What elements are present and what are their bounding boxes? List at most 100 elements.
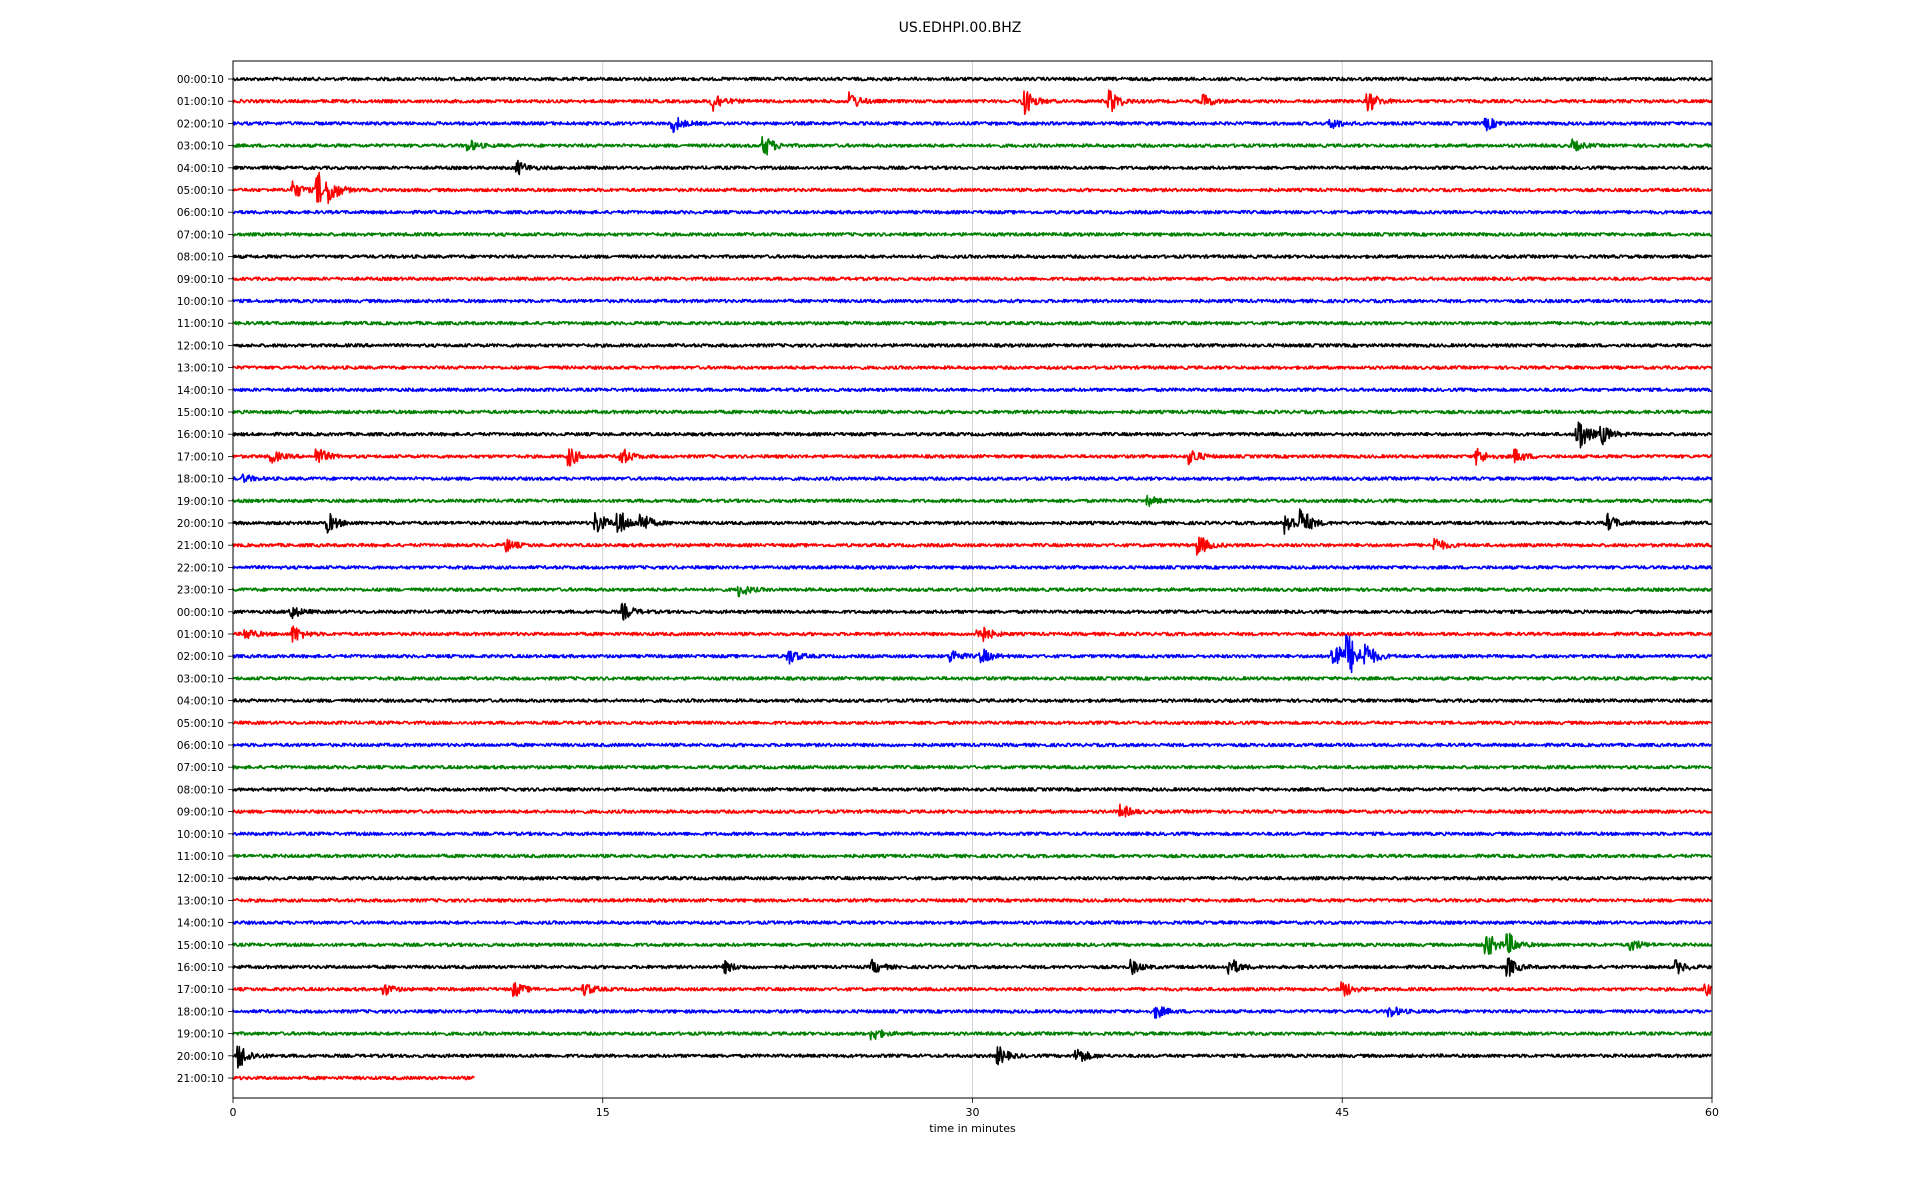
row-time-label: 09:00:10 xyxy=(177,807,224,819)
trace-row xyxy=(232,508,1712,535)
trace-row xyxy=(232,365,1713,370)
row-time-label: 09:00:10 xyxy=(177,274,224,286)
row-time-label: 03:00:10 xyxy=(177,141,224,153)
trace-row xyxy=(232,136,1712,156)
trace-row xyxy=(232,920,1712,925)
trace-row xyxy=(232,1075,475,1081)
row-time-label: 17:00:10 xyxy=(177,451,224,463)
row-time-label: 02:00:10 xyxy=(177,651,224,663)
trace-row xyxy=(232,602,1713,621)
trace-row xyxy=(232,676,1713,681)
row-time-label: 01:00:10 xyxy=(177,629,224,641)
trace-row xyxy=(232,276,1712,282)
row-time-label: 18:00:10 xyxy=(177,474,224,486)
row-time-label: 18:00:10 xyxy=(177,1006,224,1018)
row-time-label: 15:00:10 xyxy=(177,940,224,952)
trace-row xyxy=(232,803,1713,818)
row-time-label: 04:00:10 xyxy=(177,163,224,175)
trace-row xyxy=(232,209,1713,215)
row-time-label: 20:00:10 xyxy=(177,518,224,530)
trace-row xyxy=(232,831,1713,837)
trace-row xyxy=(232,720,1712,726)
trace-row xyxy=(232,409,1713,415)
trace-row xyxy=(232,536,1713,556)
row-time-label: 03:00:10 xyxy=(177,673,224,685)
axes xyxy=(228,60,1713,1103)
trace-row xyxy=(232,76,1713,82)
trace-row xyxy=(232,387,1712,393)
trace-row xyxy=(232,116,1713,134)
row-time-label: 11:00:10 xyxy=(177,318,224,330)
labels: 00:00:10 01:00:10 02:00:10 03:00:10 04:00:10… xyxy=(177,74,1719,1135)
trace-row xyxy=(232,159,1713,176)
trace-row xyxy=(232,1029,1712,1041)
row-time-label: 20:00:10 xyxy=(177,1051,224,1063)
row-time-label: 08:00:10 xyxy=(177,784,224,796)
row-time-label: 19:00:10 xyxy=(177,496,224,508)
trace-row xyxy=(232,698,1713,703)
row-time-label: 21:00:10 xyxy=(177,540,224,552)
trace-row xyxy=(232,764,1712,770)
row-time-label: 05:00:10 xyxy=(177,718,224,730)
row-time-label: 10:00:10 xyxy=(177,829,224,841)
x-tick-label: 60 xyxy=(1705,1106,1719,1119)
row-time-label: 13:00:10 xyxy=(177,895,224,907)
row-time-label: 16:00:10 xyxy=(177,429,224,441)
row-time-label: 06:00:10 xyxy=(177,207,224,219)
row-time-label: 16:00:10 xyxy=(177,962,224,974)
trace-row xyxy=(232,957,1713,977)
row-time-label: 08:00:10 xyxy=(177,252,224,264)
trace-row xyxy=(232,981,1713,998)
trace-row xyxy=(232,298,1712,304)
row-time-label: 07:00:10 xyxy=(177,229,224,241)
row-time-label: 19:00:10 xyxy=(177,1029,224,1041)
trace-row xyxy=(232,875,1713,881)
x-tick-label: 30 xyxy=(966,1106,980,1119)
row-time-label: 12:00:10 xyxy=(177,340,224,352)
x-tick-label: 45 xyxy=(1335,1106,1349,1119)
trace-row xyxy=(232,254,1712,259)
row-time-label: 23:00:10 xyxy=(177,585,224,597)
row-time-label: 14:00:10 xyxy=(177,918,224,930)
trace-row xyxy=(232,232,1713,237)
trace-row xyxy=(232,932,1713,955)
x-axis-label: time in minutes xyxy=(929,1122,1016,1135)
row-time-label: 00:00:10 xyxy=(177,74,224,86)
trace-row xyxy=(232,494,1713,508)
trace-row xyxy=(232,585,1712,598)
trace-row xyxy=(232,565,1713,570)
x-tick-label: 15 xyxy=(596,1106,610,1119)
trace-row xyxy=(232,421,1713,449)
trace-row xyxy=(232,634,1713,674)
trace-row xyxy=(232,742,1712,748)
row-time-label: 02:00:10 xyxy=(177,118,224,130)
row-time-label: 06:00:10 xyxy=(177,740,224,752)
trace-row xyxy=(232,171,1712,204)
row-time-label: 00:00:10 xyxy=(177,607,224,619)
trace-row xyxy=(232,320,1713,326)
row-time-label: 21:00:10 xyxy=(177,1073,224,1085)
row-time-label: 14:00:10 xyxy=(177,385,224,397)
trace-row xyxy=(232,343,1712,348)
trace-row xyxy=(232,473,1713,484)
traces xyxy=(232,76,1713,1081)
chart-title: US.EDHPI.00.BHZ xyxy=(898,20,1022,36)
row-time-label: 17:00:10 xyxy=(177,984,224,996)
trace-row xyxy=(232,1006,1712,1019)
row-time-label: 22:00:10 xyxy=(177,562,224,574)
row-time-label: 05:00:10 xyxy=(177,185,224,197)
grid-lines xyxy=(602,61,1343,1098)
trace-row xyxy=(232,447,1713,467)
row-time-label: 12:00:10 xyxy=(177,873,224,885)
x-tick-label: 0 xyxy=(230,1106,237,1119)
row-time-label: 04:00:10 xyxy=(177,696,224,708)
row-time-label: 11:00:10 xyxy=(177,851,224,863)
row-time-label: 15:00:10 xyxy=(177,407,224,419)
trace-row xyxy=(232,1045,1712,1069)
trace-row xyxy=(232,787,1712,792)
row-time-label: 13:00:10 xyxy=(177,363,224,375)
row-time-label: 10:00:10 xyxy=(177,296,224,308)
trace-row xyxy=(232,898,1713,903)
trace-row xyxy=(232,89,1713,115)
